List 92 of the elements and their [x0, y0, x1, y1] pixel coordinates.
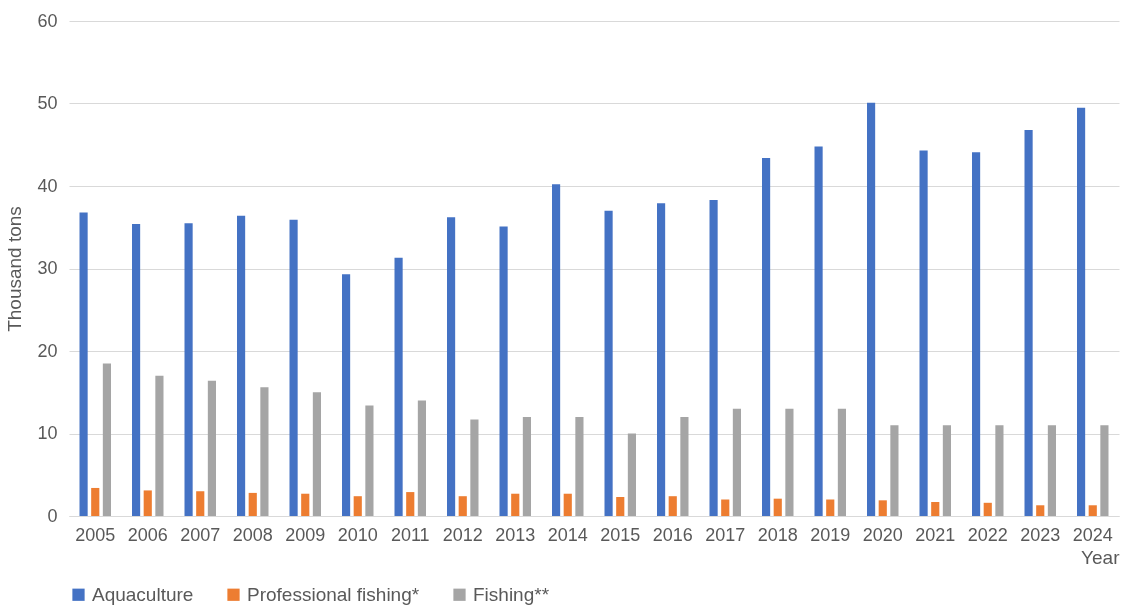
bar — [867, 102, 876, 516]
x-tick-label: 2016 — [652, 524, 693, 545]
x-tick-label: 2008 — [232, 524, 273, 545]
bar — [522, 417, 531, 516]
bar — [342, 274, 351, 516]
bar — [983, 502, 992, 516]
bar — [785, 408, 794, 516]
y-tick-label: 60 — [37, 10, 58, 31]
bar — [406, 492, 415, 516]
y-tick-label: 0 — [47, 505, 58, 526]
x-axis-title: Year — [1081, 546, 1121, 568]
x-tick-label: 2020 — [862, 524, 903, 545]
bar — [102, 363, 111, 516]
bar — [1088, 505, 1097, 516]
bar — [458, 496, 467, 516]
bar — [1024, 129, 1033, 516]
bar — [919, 150, 928, 516]
bar — [79, 212, 88, 516]
x-tick-label: 2005 — [75, 524, 116, 545]
bar — [878, 500, 887, 516]
bar — [289, 219, 298, 516]
bar — [470, 419, 479, 516]
x-tick-label: 2006 — [127, 524, 168, 545]
y-tick-label: 10 — [37, 423, 58, 443]
bar — [207, 380, 216, 516]
bar — [942, 425, 951, 516]
x-tick-label: 2015 — [600, 524, 641, 545]
x-tick-label: 2017 — [705, 524, 746, 545]
bar — [762, 157, 771, 516]
legend-label: Professional fishing* — [247, 583, 420, 605]
bar — [248, 492, 257, 516]
bar — [680, 417, 689, 516]
x-tick-label: 2019 — [810, 524, 851, 545]
x-tick-label: 2024 — [1072, 524, 1113, 545]
bar — [890, 425, 899, 516]
bar — [91, 487, 100, 516]
bar — [132, 223, 141, 516]
bar — [1036, 505, 1045, 516]
bar — [616, 497, 625, 516]
bar — [732, 408, 741, 516]
bar — [184, 223, 193, 516]
bar — [365, 405, 374, 516]
x-tick-label: 2014 — [547, 524, 588, 545]
x-tick-label: 2018 — [757, 524, 798, 545]
x-tick-label: 2012 — [442, 524, 483, 545]
bar — [657, 203, 666, 516]
legend-label: Fishing** — [473, 583, 550, 605]
x-tick-label: 2023 — [1020, 524, 1061, 545]
bar — [499, 226, 508, 516]
bar — [627, 433, 636, 516]
bar — [143, 490, 152, 516]
bar — [814, 146, 823, 516]
bar — [1047, 425, 1056, 516]
x-tick-label: 2021 — [915, 524, 956, 545]
y-tick-label: 40 — [37, 175, 58, 196]
bar — [312, 392, 321, 516]
bar — [826, 499, 835, 516]
x-tick-label: 2013 — [495, 524, 536, 545]
bar — [353, 496, 362, 516]
bar — [668, 496, 677, 516]
bar — [552, 184, 561, 516]
x-tick-label: 2007 — [180, 524, 221, 545]
bar — [604, 210, 613, 516]
bar — [972, 152, 981, 516]
y-tick-label: 20 — [37, 340, 58, 361]
bar — [575, 417, 584, 516]
bar — [709, 200, 718, 516]
y-axis-title: Thousand tons — [4, 206, 26, 332]
legend-label: Aquaculture — [92, 583, 194, 605]
bar — [721, 499, 730, 516]
x-tick-label: 2010 — [337, 524, 378, 545]
y-tick-label: 30 — [37, 258, 58, 278]
bar — [447, 217, 456, 516]
bar — [773, 498, 782, 516]
bar — [237, 215, 246, 516]
bar — [563, 493, 572, 516]
bar — [511, 493, 520, 516]
bar — [394, 257, 403, 516]
bar — [301, 493, 310, 516]
bar — [155, 375, 164, 516]
x-tick-label: 2022 — [967, 524, 1008, 545]
bar — [196, 491, 205, 516]
bar — [1077, 107, 1086, 516]
bar — [837, 408, 846, 516]
bar — [995, 425, 1004, 516]
bar — [417, 400, 426, 516]
x-tick-label: 2011 — [390, 524, 430, 545]
y-tick-label: 50 — [37, 93, 58, 113]
x-tick-label: 2009 — [285, 524, 326, 545]
bar — [260, 387, 269, 516]
bar — [1100, 425, 1109, 516]
bar — [931, 501, 940, 516]
